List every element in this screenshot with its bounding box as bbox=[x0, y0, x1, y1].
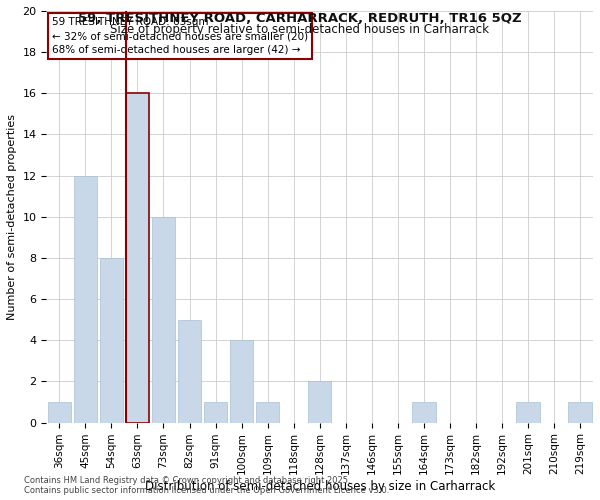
X-axis label: Distribution of semi-detached houses by size in Carharrack: Distribution of semi-detached houses by … bbox=[145, 480, 495, 493]
Bar bbox=[204, 402, 227, 422]
Text: 59 TRESITHNEY ROAD: 63sqm
← 32% of semi-detached houses are smaller (20)
68% of : 59 TRESITHNEY ROAD: 63sqm ← 32% of semi-… bbox=[52, 17, 308, 55]
Text: Size of property relative to semi-detached houses in Carharrack: Size of property relative to semi-detach… bbox=[110, 22, 490, 36]
Bar bbox=[230, 340, 253, 422]
Bar bbox=[516, 402, 539, 422]
Bar bbox=[74, 176, 97, 422]
Bar bbox=[152, 217, 175, 422]
Text: Contains HM Land Registry data © Crown copyright and database right 2025.
Contai: Contains HM Land Registry data © Crown c… bbox=[24, 476, 389, 495]
Bar bbox=[308, 382, 331, 422]
Bar bbox=[412, 402, 436, 422]
Bar bbox=[100, 258, 123, 422]
Bar bbox=[178, 320, 201, 422]
Bar bbox=[47, 402, 71, 422]
Bar bbox=[568, 402, 592, 422]
Bar bbox=[256, 402, 280, 422]
Text: 59, TRESITHNEY ROAD, CARHARRACK, REDRUTH, TR16 5QZ: 59, TRESITHNEY ROAD, CARHARRACK, REDRUTH… bbox=[78, 12, 522, 26]
Bar bbox=[126, 94, 149, 422]
Y-axis label: Number of semi-detached properties: Number of semi-detached properties bbox=[7, 114, 17, 320]
